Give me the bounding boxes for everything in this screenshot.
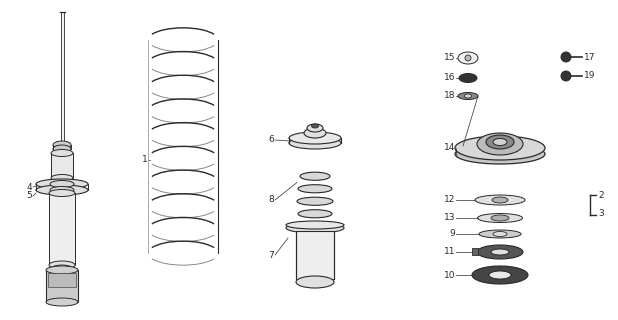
Text: 7: 7 [268,251,274,260]
Text: 13: 13 [444,213,455,222]
Ellipse shape [491,249,509,255]
Ellipse shape [478,213,522,222]
Ellipse shape [289,132,341,144]
Ellipse shape [486,135,514,149]
Ellipse shape [298,185,332,193]
Circle shape [66,276,74,284]
Text: 8: 8 [268,196,274,204]
Ellipse shape [46,266,78,274]
Bar [61,12,64,145]
Ellipse shape [46,298,78,306]
Ellipse shape [298,210,332,218]
Ellipse shape [51,149,73,156]
Circle shape [465,55,471,61]
Text: 14: 14 [444,143,455,153]
Ellipse shape [300,172,330,180]
Ellipse shape [455,136,545,160]
Ellipse shape [307,124,323,132]
Circle shape [561,71,571,81]
Text: 2: 2 [598,191,604,201]
Ellipse shape [51,174,73,181]
Ellipse shape [489,271,511,279]
Ellipse shape [296,276,334,288]
Bar [48,273,76,287]
Ellipse shape [53,145,71,153]
Bar [46,270,78,302]
Text: 19: 19 [584,71,596,81]
Text: 10: 10 [444,270,455,279]
Text: 9: 9 [449,229,455,238]
Text: 3: 3 [598,210,604,219]
Text: 12: 12 [444,196,455,204]
Ellipse shape [479,230,521,238]
Text: 1: 1 [142,156,148,164]
Bar [472,248,478,255]
Ellipse shape [492,197,508,203]
Ellipse shape [477,133,523,155]
Circle shape [50,276,58,284]
Ellipse shape [477,245,523,259]
Ellipse shape [458,52,478,64]
Ellipse shape [50,187,74,194]
Ellipse shape [493,231,507,236]
Ellipse shape [36,179,88,189]
Ellipse shape [49,265,75,277]
Ellipse shape [493,139,507,146]
Ellipse shape [49,189,75,196]
Ellipse shape [459,74,477,83]
Ellipse shape [49,261,75,269]
Text: 15: 15 [444,53,455,62]
Ellipse shape [491,215,509,221]
Bar [49,193,75,265]
Ellipse shape [458,92,478,100]
Ellipse shape [53,141,71,149]
Circle shape [561,52,571,62]
Bar [296,231,334,279]
Ellipse shape [286,223,344,233]
Text: 16: 16 [444,74,455,83]
Ellipse shape [304,128,326,138]
Ellipse shape [455,144,545,164]
Bar [51,153,73,178]
Ellipse shape [472,266,528,284]
Ellipse shape [297,197,333,205]
Ellipse shape [289,137,341,149]
Ellipse shape [50,180,74,188]
Text: 11: 11 [444,247,455,257]
Text: 5: 5 [26,191,32,201]
Ellipse shape [286,221,344,229]
Text: 18: 18 [444,92,455,100]
Ellipse shape [36,185,88,195]
Text: 4: 4 [27,182,32,191]
Ellipse shape [311,124,318,128]
Ellipse shape [465,94,472,98]
Text: 17: 17 [584,52,596,61]
Ellipse shape [475,195,525,205]
Text: 6: 6 [268,135,274,145]
